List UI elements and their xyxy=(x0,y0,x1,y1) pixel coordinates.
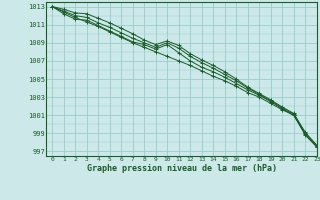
X-axis label: Graphe pression niveau de la mer (hPa): Graphe pression niveau de la mer (hPa) xyxy=(87,164,276,173)
